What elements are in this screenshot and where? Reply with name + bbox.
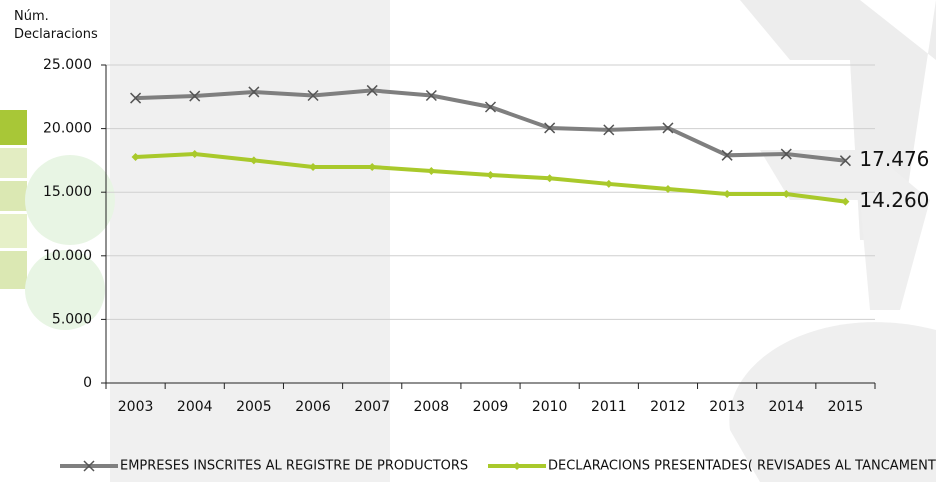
point-marker — [248, 86, 260, 98]
point-marker — [309, 163, 318, 172]
point-marker — [723, 189, 732, 198]
legend-marker — [83, 460, 95, 472]
point-marker — [839, 155, 851, 167]
x-tick-label: 2011 — [591, 399, 627, 415]
x-tick-label: 2014 — [768, 399, 804, 415]
point-marker — [782, 189, 791, 198]
point-marker — [189, 90, 201, 102]
y-tick-label: 5.000 — [52, 311, 92, 327]
y-tick-label: 0 — [83, 375, 92, 391]
point-marker — [662, 122, 674, 134]
point-marker — [780, 148, 792, 160]
data-label: 17.476 — [859, 147, 929, 171]
y-tick-label: 25.000 — [43, 57, 92, 73]
legend-label: DECLARACIONS PRESENTADES( REVISADES AL T… — [548, 459, 936, 474]
x-tick-label: 2010 — [532, 399, 568, 415]
x-tick-label: 2006 — [295, 399, 331, 415]
point-marker — [425, 89, 437, 102]
x-tick-label: 2009 — [473, 399, 509, 415]
y-tick-label: 10.000 — [43, 248, 92, 264]
point-marker — [368, 163, 377, 172]
point-marker — [486, 171, 495, 180]
point-marker — [663, 185, 672, 194]
legend-marker — [513, 462, 521, 470]
point-marker — [249, 156, 258, 165]
point-marker — [131, 152, 140, 161]
x-tick-label: 2005 — [236, 399, 272, 415]
point-marker — [841, 197, 850, 206]
x-tick-label: 2003 — [118, 399, 154, 415]
point-marker — [190, 150, 199, 159]
x-tick-label: 2008 — [414, 399, 450, 415]
point-marker — [603, 124, 615, 136]
point-marker — [604, 179, 613, 188]
y-axis-label: Núm. Declaracions — [14, 9, 98, 42]
x-tick-label: 2004 — [177, 399, 213, 415]
point-marker — [545, 174, 554, 183]
data-label: 14.260 — [859, 188, 929, 212]
point-marker — [484, 101, 497, 113]
point-marker — [721, 149, 733, 161]
point-marker — [427, 166, 436, 175]
x-tick-label: 2007 — [354, 399, 390, 415]
point-marker — [366, 84, 378, 96]
y-tick-label: 15.000 — [43, 184, 92, 200]
point-marker — [544, 122, 556, 134]
x-tick-label: 2012 — [650, 399, 686, 415]
point-marker — [307, 89, 319, 102]
y-tick-label: 20.000 — [43, 121, 92, 137]
x-tick-label: 2015 — [828, 399, 864, 415]
x-tick-label: 2013 — [709, 399, 745, 415]
point-marker — [130, 92, 142, 104]
legend-label: EMPRESES INSCRITES AL REGISTRE DE PRODUC… — [120, 459, 468, 474]
